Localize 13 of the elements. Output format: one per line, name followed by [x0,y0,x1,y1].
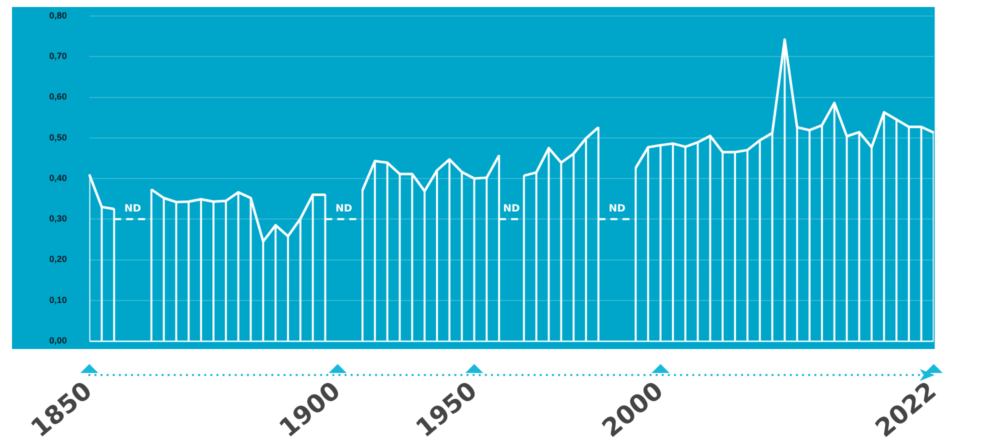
y-tick-label: 0,10 [49,294,67,305]
series-label: ND [124,204,142,215]
text: ND [336,204,352,215]
y-tick-label: 0,60 [49,92,67,102]
y-tick-label: 0,80 [49,10,67,20]
y-tick-label: 0,20 [49,254,67,264]
y-tick-label: 0,40 [49,172,67,183]
text: ND [608,204,626,215]
y-tick-label: 0,30 [49,214,67,224]
text: ND [503,204,520,215]
y-tick-label: 0,00 [49,335,67,346]
y-tick-label: 0,50 [49,132,67,142]
y-tick-label: 0,70 [49,51,67,62]
